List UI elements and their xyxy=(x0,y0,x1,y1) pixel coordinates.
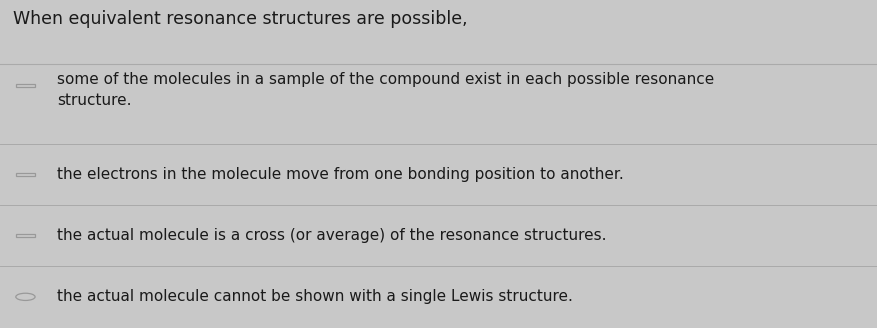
Text: some of the molecules in a sample of the compound exist in each possible resonan: some of the molecules in a sample of the… xyxy=(57,72,714,108)
Bar xyxy=(16,234,35,237)
Text: When equivalent resonance structures are possible,: When equivalent resonance structures are… xyxy=(13,10,467,28)
Bar xyxy=(16,173,35,176)
Bar xyxy=(0,266,877,328)
Bar xyxy=(0,144,877,205)
Bar xyxy=(16,84,35,87)
Bar xyxy=(0,64,877,144)
Text: the actual molecule cannot be shown with a single Lewis structure.: the actual molecule cannot be shown with… xyxy=(57,289,573,304)
Text: the actual molecule is a cross (or average) of the resonance structures.: the actual molecule is a cross (or avera… xyxy=(57,228,607,243)
Text: the electrons in the molecule move from one bonding position to another.: the electrons in the molecule move from … xyxy=(57,167,624,182)
Bar xyxy=(0,205,877,266)
